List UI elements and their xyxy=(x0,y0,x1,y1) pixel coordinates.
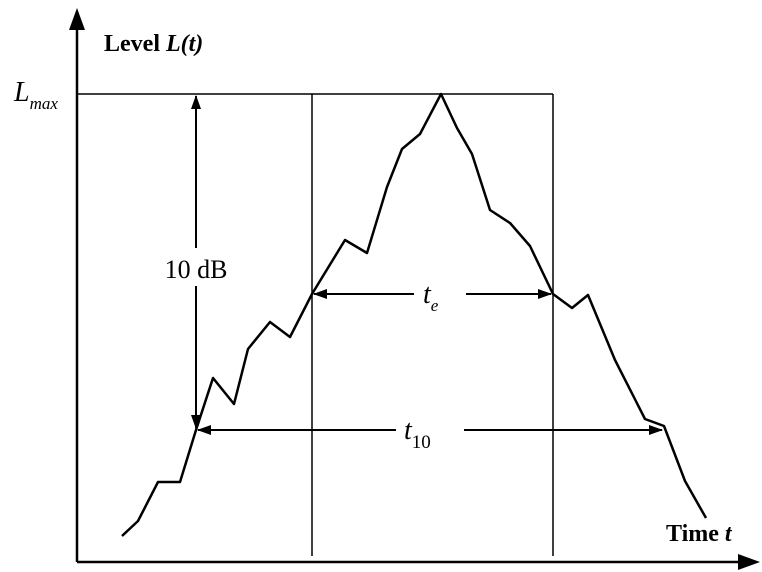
y-axis-title-text: Level xyxy=(104,31,166,57)
te-label-bg xyxy=(414,274,466,320)
t10-label: t10 xyxy=(404,415,431,453)
level-curve xyxy=(121,92,708,537)
te-label: te xyxy=(423,279,439,315)
te-label-sub: e xyxy=(431,296,439,315)
x-axis-arrowhead xyxy=(738,554,760,570)
te-label-main: t xyxy=(423,279,432,310)
y-axis-title-var: L(t) xyxy=(165,31,203,57)
t10-label-bg xyxy=(396,410,464,456)
drop-label: 10 dB xyxy=(165,255,228,284)
lmax-label-main: L xyxy=(13,77,30,108)
t10-label-sub: 10 xyxy=(412,432,431,453)
lmax-label-sub: max xyxy=(30,94,59,113)
drop-label-bg xyxy=(154,248,240,286)
y-axis-title: Level L(t) xyxy=(104,31,203,57)
x-axis-title: Time t xyxy=(666,521,733,547)
y-axis-arrowhead xyxy=(69,8,85,30)
x-axis-title-text: Time xyxy=(666,521,725,547)
x-axis-title-var: t xyxy=(725,521,733,547)
t10-label-main: t xyxy=(404,415,413,446)
lmax-label: Lmax xyxy=(13,77,58,113)
